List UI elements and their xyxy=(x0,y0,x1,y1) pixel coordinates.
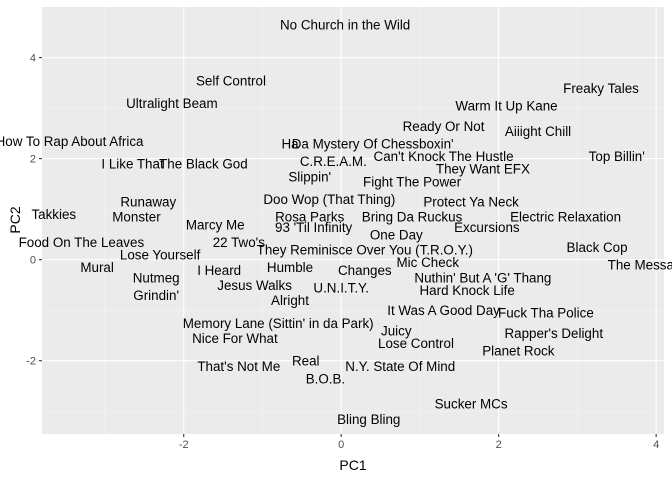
song-label: That's Not Me xyxy=(197,359,280,374)
song-label: Fight The Power xyxy=(363,174,462,189)
y-tick-label: -2 xyxy=(26,356,36,368)
song-label: Can't Knock The Hustle xyxy=(374,149,514,164)
song-label: They Want EFX xyxy=(436,162,530,177)
song-label: U.N.I.T.Y. xyxy=(313,280,369,295)
x-axis-title: PC1 xyxy=(339,457,366,473)
song-label: The Message xyxy=(608,258,672,273)
song-label: The Black God xyxy=(159,157,248,172)
song-label: C.R.E.A.M. xyxy=(300,154,367,169)
song-label: Fuck Tha Police xyxy=(498,306,594,321)
song-label: Takkies xyxy=(31,207,76,222)
song-label: B.O.B. xyxy=(306,371,345,386)
x-tick-label: -2 xyxy=(179,439,189,451)
song-label: Humble xyxy=(267,260,313,275)
y-tick-label: 2 xyxy=(30,154,36,166)
song-label: Black Cop xyxy=(567,240,628,255)
y-tick-label: 4 xyxy=(30,53,36,65)
song-label: Lose Yourself xyxy=(120,248,201,263)
song-label: N.Y. State Of Mind xyxy=(345,359,455,374)
song-label: Juicy xyxy=(381,323,412,338)
song-label: No Church in the Wild xyxy=(280,18,410,33)
x-tick-label: 0 xyxy=(338,439,344,451)
song-label: I Heard xyxy=(197,263,241,278)
song-label: Alright xyxy=(271,293,309,308)
y-axis-title: PC2 xyxy=(7,206,23,233)
song-label: Protect Ya Neck xyxy=(423,195,519,210)
song-label: Real xyxy=(292,354,320,369)
song-label: 22 Two's xyxy=(213,235,265,250)
song-label: Da Mystery Of Chessboxin' xyxy=(292,136,454,151)
song-label: Bling Bling xyxy=(337,412,400,427)
y-tick-label: 0 xyxy=(30,255,36,267)
x-tick-label: 2 xyxy=(496,439,502,451)
y-axis: -2 0 2 4 xyxy=(26,53,42,368)
song-label: Jesus Walks xyxy=(217,278,292,293)
song-label: Nuthin' But A 'G' Thang xyxy=(414,270,551,285)
song-label: Mural xyxy=(80,260,114,275)
song-label: Ultralight Beam xyxy=(126,96,218,111)
song-label: Excursions xyxy=(454,220,520,235)
song-label: Doo Wop (That Thing) xyxy=(263,192,395,207)
song-label: They Reminisce Over You (T.R.O.Y.) xyxy=(257,243,473,258)
major-grid xyxy=(42,7,664,434)
song-label: Hard Knock Life xyxy=(420,283,515,298)
song-label: Memory Lane (Sittin' in da Park) xyxy=(183,316,374,331)
song-label: Top Billin' xyxy=(589,149,645,164)
song-label: Self Control xyxy=(196,73,266,88)
panel-background xyxy=(42,7,664,434)
song-label: Lose Control xyxy=(378,336,454,351)
point-labels: No Church in the Wild Self Control Ultrali… xyxy=(0,18,672,427)
song-label: Rapper's Delight xyxy=(504,326,603,341)
song-label: Bring Da Ruckus xyxy=(362,210,463,225)
song-label: Grindin' xyxy=(133,288,179,303)
song-label: Ready Or Not xyxy=(403,119,485,134)
song-label: Ha xyxy=(281,136,299,151)
song-label: One Day xyxy=(370,227,423,242)
minor-grid xyxy=(42,7,664,434)
song-label: Changes xyxy=(338,263,392,278)
song-label: Rosa Parks xyxy=(275,210,345,225)
song-label: 93 'Til Infinity xyxy=(275,220,353,235)
song-label: I Like That xyxy=(101,157,164,172)
song-label: Food On The Leaves xyxy=(19,235,145,250)
song-label: Nutmeg xyxy=(133,270,180,285)
song-label: Monster xyxy=(112,210,161,225)
song-label: Freaky Tales xyxy=(563,81,639,96)
song-label: It Was A Good Day xyxy=(387,303,500,318)
song-label: Planet Rock xyxy=(482,344,555,359)
x-axis: -2 0 2 4 xyxy=(179,434,659,451)
song-label: Sucker MCs xyxy=(435,397,508,412)
song-label: Slippin' xyxy=(288,169,331,184)
song-label: Warm It Up Kane xyxy=(455,99,557,114)
song-label: Electric Relaxation xyxy=(510,210,621,225)
song-label: Nice For What xyxy=(192,331,278,346)
song-label: Aiiight Chill xyxy=(505,124,571,139)
song-label: Marcy Me xyxy=(186,217,245,232)
song-label: Runaway xyxy=(120,195,176,210)
song-label: Mic Check xyxy=(397,255,460,270)
x-tick-label: 4 xyxy=(653,439,659,451)
song-label: How To Rap About Africa xyxy=(0,134,144,149)
